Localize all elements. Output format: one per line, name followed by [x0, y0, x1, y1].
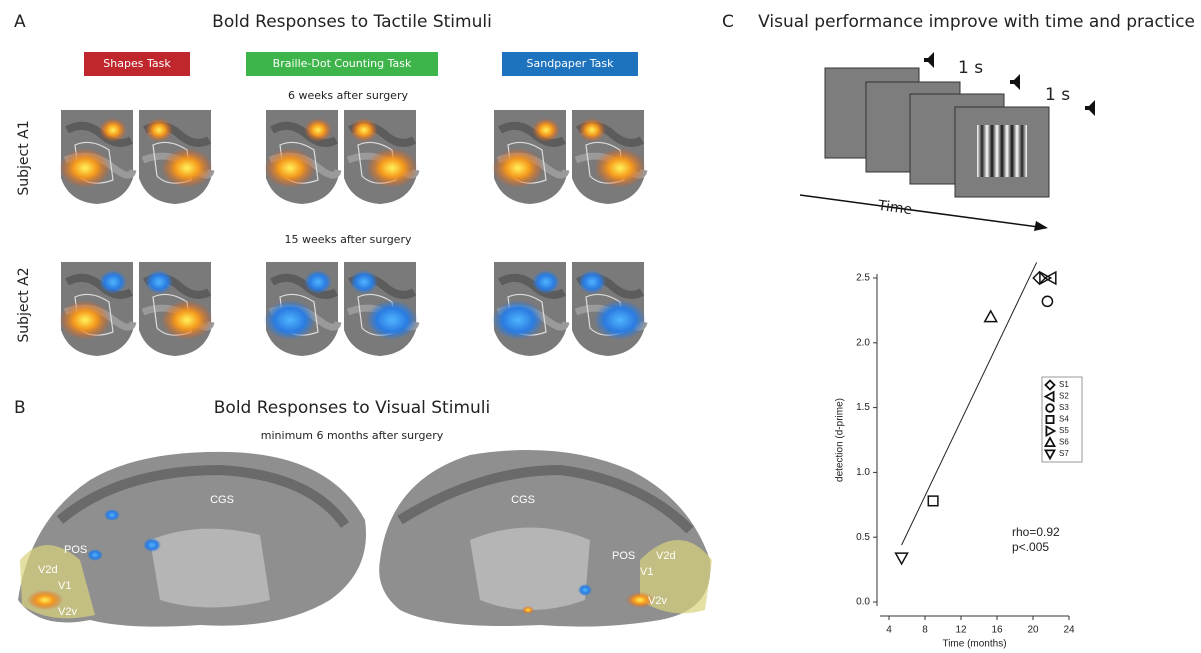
row-time: 15 weeks after surgery: [285, 233, 412, 246]
region-label: CGS: [210, 494, 234, 506]
activation: [594, 148, 646, 188]
panel-title: Visual performance improve with time and…: [758, 12, 1195, 32]
task-label: Shapes Task: [103, 57, 171, 70]
data-point: [983, 309, 998, 323]
legend-marker: [1045, 424, 1057, 438]
region-label: V1: [640, 566, 653, 578]
row-time: 6 weeks after surgery: [288, 89, 408, 102]
brain-left: [18, 451, 366, 627]
activation: [492, 148, 544, 188]
activation: [304, 118, 332, 142]
region-label: V2d: [38, 564, 58, 576]
legend-marker: [1045, 403, 1055, 413]
subject-label: Subject A2: [16, 267, 32, 342]
panel-title: Bold Responses to Visual Stimuli: [214, 398, 490, 418]
data-point: [927, 495, 939, 507]
interval-label: 1 s: [958, 58, 983, 78]
y-tick-label: 2.0: [856, 337, 870, 348]
activation: [492, 300, 544, 340]
x-tick-label: 16: [991, 625, 1003, 636]
activation: [350, 270, 378, 294]
x-tick-label: 24: [1063, 625, 1075, 636]
interval-label: 1 s: [1045, 85, 1070, 105]
fit-line: [901, 262, 1038, 546]
panel-letter: B: [14, 398, 26, 418]
legend-label: S1: [1059, 380, 1069, 389]
task-box: [84, 52, 190, 76]
task-label: Sandpaper Task: [527, 57, 615, 70]
activation: [264, 148, 316, 188]
y-tick-label: 0.5: [856, 532, 870, 543]
brain-images: [59, 110, 646, 356]
x-tick-label: 8: [922, 625, 928, 636]
legend-label: S5: [1059, 426, 1069, 435]
legend-marker: [1044, 379, 1056, 391]
activation: [532, 270, 560, 294]
activation: [145, 270, 173, 294]
x-tick-label: 4: [886, 625, 892, 636]
region-label: V2v: [58, 606, 77, 618]
data-point: [1043, 270, 1057, 286]
y-tick-label: 1.0: [856, 467, 870, 478]
activation: [145, 118, 173, 142]
data-point: [1041, 295, 1054, 308]
x-tick-label: 12: [955, 625, 967, 636]
data-point: [1039, 270, 1053, 286]
annotation: rho=0.92: [1012, 525, 1060, 539]
legend-marker: [1043, 390, 1055, 403]
panel-letter: A: [14, 12, 26, 32]
legend-label: S2: [1059, 392, 1069, 401]
activation: [59, 148, 111, 188]
activation: [578, 270, 606, 294]
legend-box: [1041, 376, 1083, 463]
activation: [350, 118, 378, 142]
subject-label: Subject A1: [16, 120, 32, 195]
activation: [264, 300, 316, 340]
activation: [304, 270, 332, 294]
legend-marker: [1043, 436, 1057, 448]
panel-letter: C: [722, 12, 734, 32]
panel-title: Bold Responses to Tactile Stimuli: [212, 12, 492, 32]
task-box: [246, 52, 438, 76]
arrow-label: Time: [876, 198, 913, 219]
region-label: V2d: [656, 550, 676, 562]
task-labels: Shapes Task Braille-Dot Counting Task Sand…: [84, 52, 638, 76]
legend-label: S4: [1059, 415, 1069, 424]
region-label: V2v: [648, 595, 667, 607]
x-tick-label: 20: [1027, 625, 1039, 636]
region-label: POS: [64, 544, 87, 556]
activation: [99, 118, 127, 142]
legend-marker: [1045, 414, 1055, 424]
activation: [99, 270, 127, 294]
scatter-chart: 0.0 0.5 1.0 1.5 2.0 2.5 4 8 12 16 20 24 Time (months…: [835, 262, 1083, 650]
activation: [161, 148, 213, 188]
task-box: [502, 52, 638, 76]
legend-marker: [1043, 449, 1057, 461]
stimulus-diagram: [799, 52, 1095, 231]
panel-subtitle: minimum 6 months after surgery: [261, 429, 444, 442]
activation: [532, 118, 560, 142]
task-label: Braille-Dot Counting Task: [273, 57, 412, 70]
activation: [578, 118, 606, 142]
y-tick-label: 0.0: [856, 597, 870, 608]
data-point: [894, 552, 909, 566]
y-tick-label: 1.5: [856, 402, 870, 413]
y-tick-label: 2.5: [856, 273, 870, 284]
legend-label: S3: [1059, 403, 1069, 412]
region-label: POS: [612, 550, 635, 562]
activation: [366, 148, 418, 188]
activation: [366, 300, 418, 340]
brain-right: [379, 450, 712, 627]
activation: [161, 300, 213, 340]
annotation: p<.005: [1012, 540, 1049, 554]
y-axis-label: detection (d-prime): [835, 398, 846, 482]
activation: [59, 300, 111, 340]
x-axis-label: Time (months): [942, 639, 1006, 650]
activation: [594, 300, 646, 340]
region-label: CGS: [511, 494, 535, 506]
legend-label: S7: [1059, 449, 1069, 458]
legend-label: S6: [1059, 438, 1069, 447]
region-label: V1: [58, 580, 71, 592]
